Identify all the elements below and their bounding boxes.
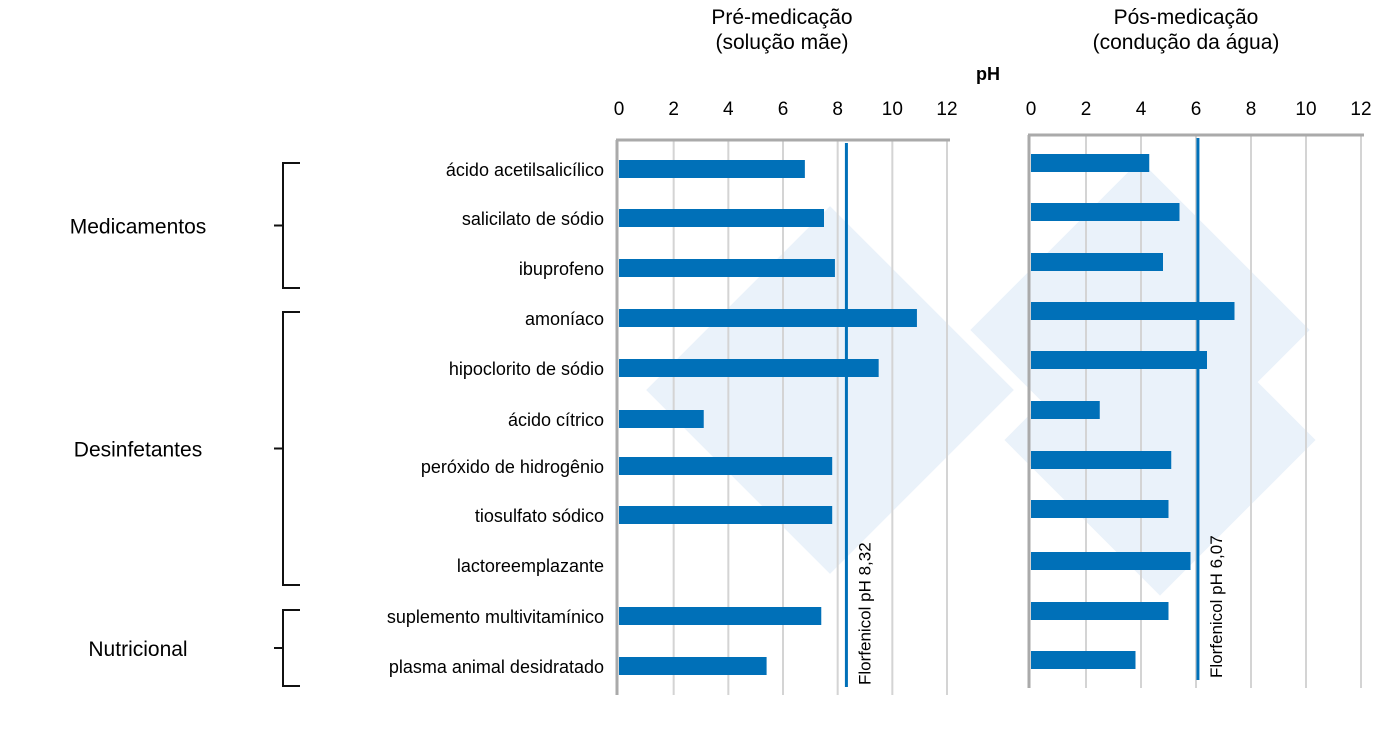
- group-label: Nutricional: [88, 638, 187, 661]
- reference-line-label: Florfenicol pH 8,32: [855, 542, 874, 685]
- x-tick-label: 10: [882, 99, 903, 120]
- x-tick-label: 2: [668, 99, 679, 120]
- bar: [619, 160, 805, 178]
- category-label: salicilato de sódio: [462, 209, 604, 229]
- watermark-shape: [646, 206, 1014, 574]
- bar: [619, 506, 833, 524]
- category-label: ácido cítrico: [508, 410, 604, 430]
- group-bracket: [274, 609, 300, 687]
- x-axis-label: pH: [976, 64, 1000, 84]
- bar: [619, 410, 704, 428]
- category-label: ácido acetilsalicílico: [446, 160, 604, 180]
- chart-title: (condução da água): [1093, 31, 1280, 54]
- category-label: peróxido de hidrogênio: [421, 457, 604, 477]
- x-tick-label: 6: [778, 99, 789, 120]
- bar: [1031, 552, 1191, 570]
- category-label: tiosulfato sódico: [475, 506, 604, 526]
- x-tick-label: 4: [1136, 99, 1147, 120]
- category-label: ibuprofeno: [519, 259, 604, 279]
- x-tick-label: 8: [832, 99, 843, 120]
- chart-title: Pré-medicação: [711, 6, 852, 29]
- x-tick-label: 6: [1191, 99, 1202, 120]
- bar: [619, 309, 917, 327]
- bar: [619, 209, 824, 227]
- bar: [1031, 302, 1235, 320]
- x-tick-label: 2: [1081, 99, 1092, 120]
- x-tick-label: 12: [936, 99, 957, 120]
- chart-title: (solução mãe): [715, 31, 848, 54]
- group-bracket: [274, 311, 300, 586]
- bar: [1031, 602, 1169, 620]
- chart-title: Pós-medicação: [1114, 6, 1259, 29]
- x-tick-label: 10: [1295, 99, 1316, 120]
- reference-line-label: Florfenicol pH 6,07: [1207, 535, 1226, 678]
- group-bracket: [274, 162, 300, 289]
- x-tick-label: 0: [614, 99, 625, 120]
- x-tick-label: 12: [1350, 99, 1371, 120]
- bar: [1031, 500, 1169, 518]
- group-label: Desinfetantes: [74, 439, 202, 462]
- x-tick-label: 8: [1246, 99, 1257, 120]
- category-label: amoníaco: [525, 309, 604, 329]
- category-label: suplemento multivitamínico: [387, 607, 604, 627]
- group-label: Medicamentos: [70, 216, 207, 239]
- bar: [1031, 451, 1172, 469]
- x-tick-label: 0: [1026, 99, 1037, 120]
- bar: [1031, 651, 1136, 669]
- bar: [1031, 351, 1207, 369]
- bar: [1031, 253, 1163, 271]
- bar: [619, 259, 835, 277]
- bar: [619, 607, 822, 625]
- bar: [619, 359, 879, 377]
- bar: [1031, 401, 1100, 419]
- category-label: hipoclorito de sódio: [449, 359, 604, 379]
- bar: [619, 457, 833, 475]
- x-tick-label: 4: [723, 99, 734, 120]
- category-label: lactoreemplazante: [457, 556, 604, 576]
- bar: [619, 657, 767, 675]
- bar: [1031, 203, 1180, 221]
- category-label: plasma animal desidratado: [389, 657, 604, 677]
- bar: [1031, 154, 1150, 172]
